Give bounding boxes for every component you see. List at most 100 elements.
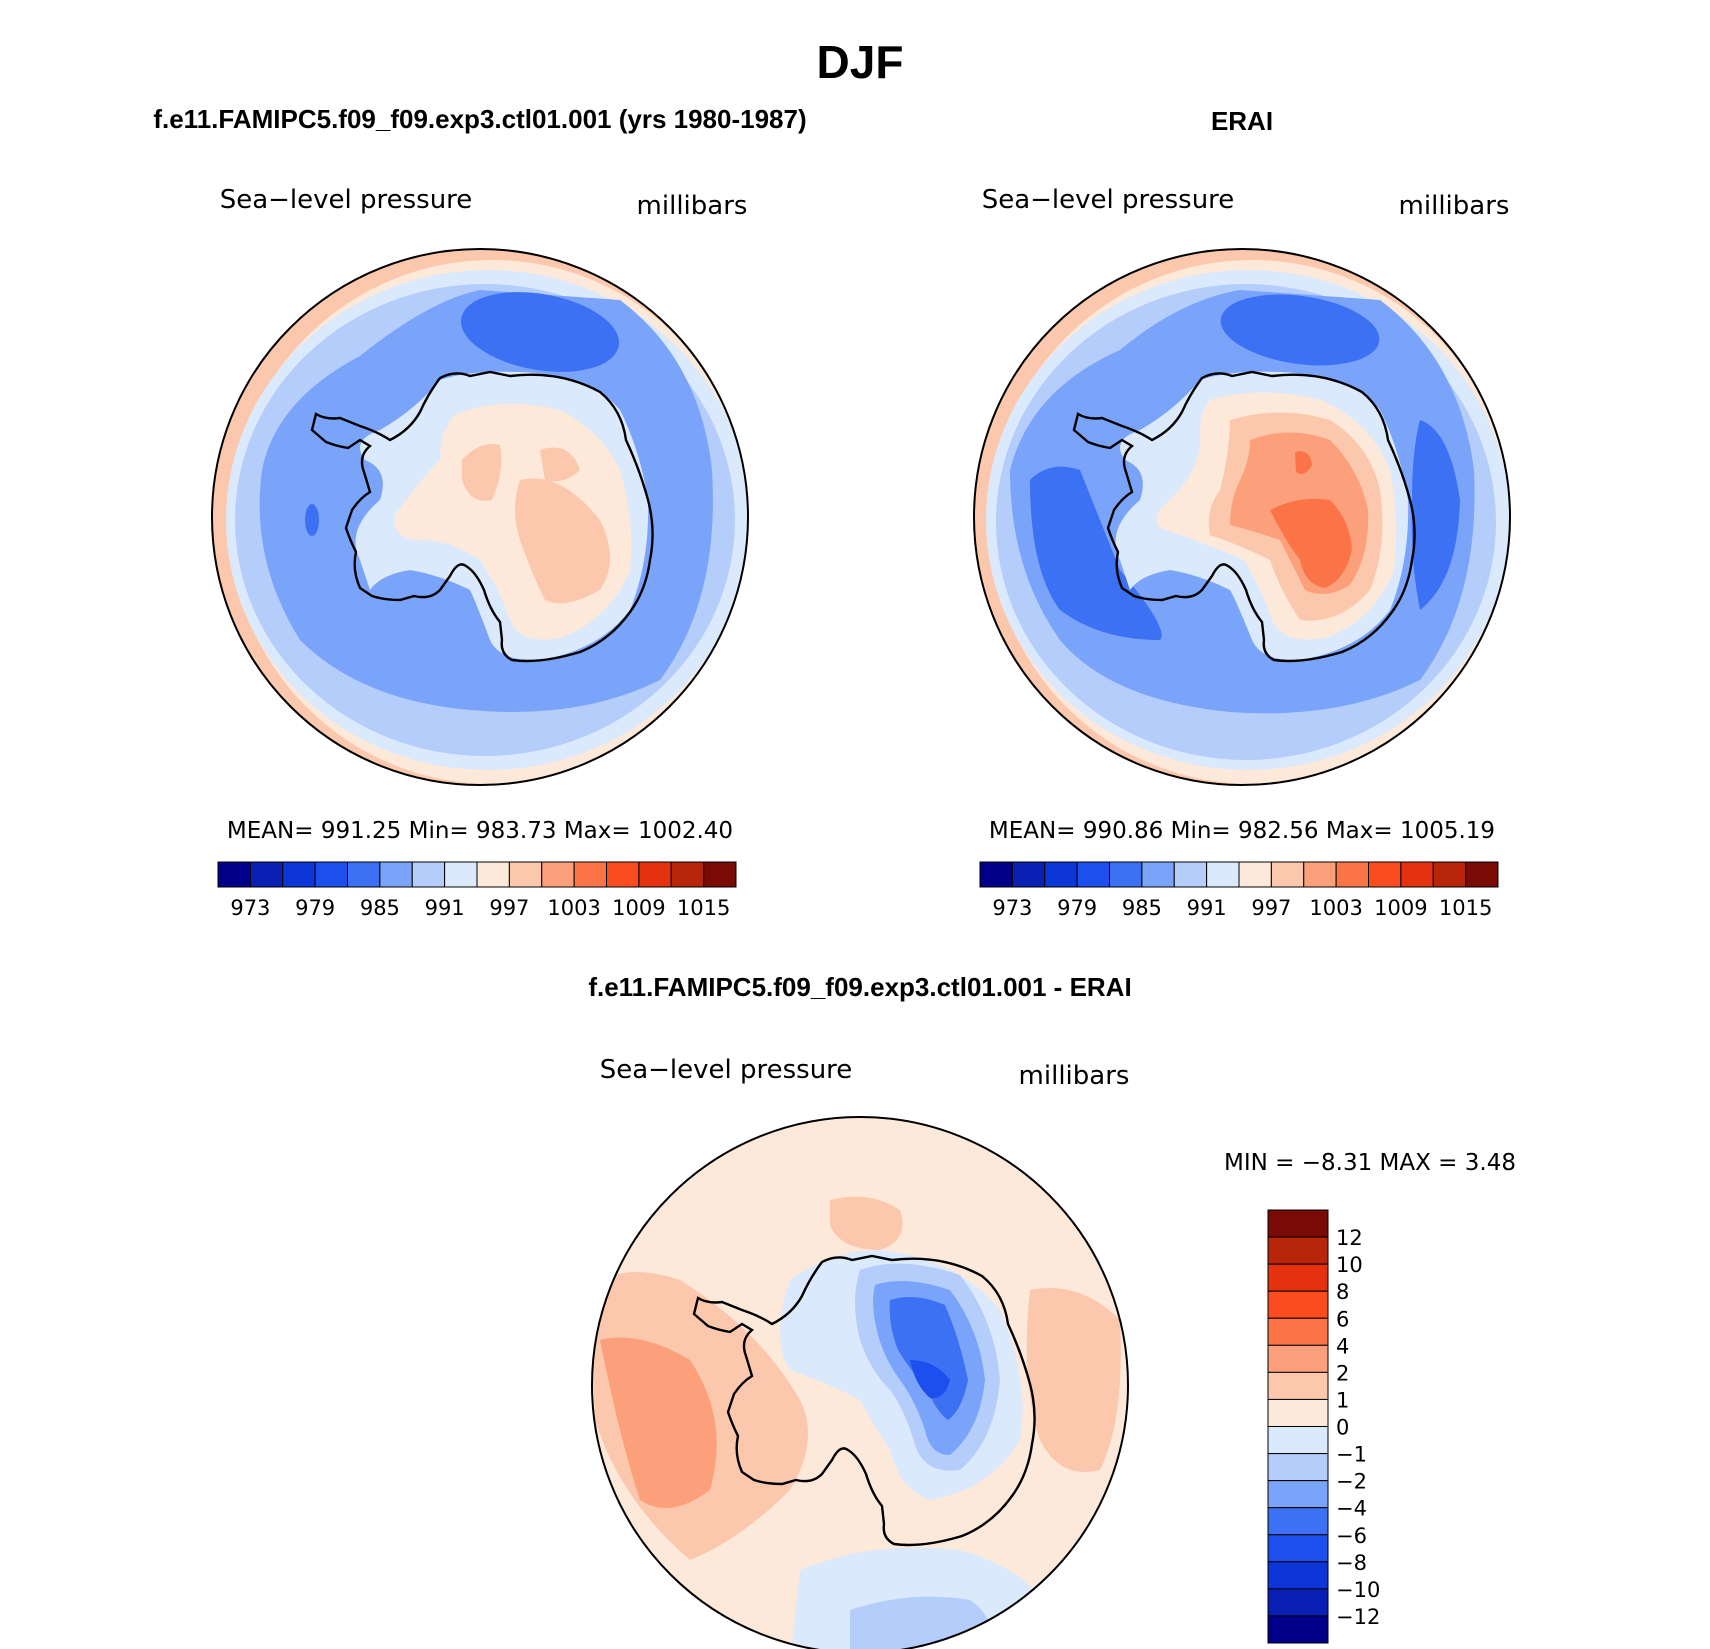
low-pressure-center [1220, 294, 1380, 366]
colorbar-tick-label: 1015 [1439, 896, 1492, 920]
antarctica-fill-1006b [1295, 451, 1312, 474]
map-boundary [211, 248, 749, 786]
colorbar-swatch [979, 861, 1013, 888]
colorbar-tick-label: 1 [1336, 1388, 1349, 1412]
colorbar-swatch [1368, 861, 1402, 888]
variable-label: Sea−level pressure [220, 185, 473, 215]
contour-fill-1-2-east [1026, 1288, 1121, 1472]
colorbar-swatch [1267, 1398, 1329, 1427]
colorbar-swatch [1270, 861, 1305, 888]
colorbar-tick-label: 10 [1336, 1253, 1363, 1277]
colorbar: 973 979 985 991 997 1003 1009 1015 [217, 861, 737, 920]
colorbar-swatch [444, 861, 478, 888]
colorbar-swatch [282, 861, 316, 888]
polar-map [212, 249, 748, 785]
colorbar-swatch [1267, 1236, 1329, 1265]
colorbar-tick-label: 1009 [612, 896, 665, 920]
colorbar-swatch [249, 861, 284, 888]
colorbar-tick-label: 8 [1336, 1280, 1349, 1304]
colorbar-swatch [1141, 861, 1175, 888]
low-pressure-east [1411, 420, 1460, 610]
panel-reanalysis: ERAI Sea−level pressure millibars MEAN= … [973, 106, 1511, 920]
antarctica-fill-1006a [1270, 498, 1352, 588]
colorbar-swatch [411, 861, 446, 888]
stats-line: MIN = −8.31 MAX = 3.48 [1224, 1150, 1516, 1176]
colorbar-tick-label: −8 [1336, 1551, 1367, 1575]
colorbar-tick-label: 997 [1251, 896, 1291, 920]
colorbar-tick-label: −6 [1336, 1524, 1367, 1548]
variable-label: Sea−level pressure [982, 185, 1235, 215]
colorbar-tick-label: 1009 [1374, 896, 1427, 920]
colorbar-swatch [347, 861, 381, 888]
colorbar-swatch [1267, 1263, 1329, 1292]
colorbar-tick-label: 979 [1057, 896, 1097, 920]
low-pressure-spot [305, 504, 319, 536]
antarctica-fill-1000b [515, 478, 610, 604]
stats-line: MEAN= 991.25 Min= 983.73 Max= 1002.40 [227, 818, 733, 844]
colorbar-tick-label: 991 [425, 896, 465, 920]
colorbar-tick-label: 1003 [547, 896, 600, 920]
colorbar-swatch [1267, 1290, 1329, 1319]
colorbar-swatch [1206, 861, 1240, 888]
panel-difference: f.e11.FAMIPC5.f09_f09.exp3.ctl01.001 - E… [588, 972, 1516, 1649]
antarctica-fill-1000a [462, 444, 502, 501]
colorbar-tick-label: 6 [1336, 1307, 1349, 1331]
units-label: millibars [1399, 191, 1510, 221]
colorbar-swatch [1267, 1317, 1329, 1346]
colorbar-swatch [1267, 1588, 1329, 1617]
antarctica-fill-neg8 [910, 1360, 950, 1399]
colorbar-swatch [1044, 861, 1078, 888]
colorbar-swatch [670, 861, 705, 888]
colorbar-swatch [1303, 861, 1337, 888]
colorbar-swatch [1267, 1453, 1329, 1482]
colorbar-swatch [476, 861, 510, 888]
colorbar-swatch [703, 861, 737, 888]
contour-fill-2-4-west [600, 1337, 717, 1508]
antarctica-coastline [310, 370, 654, 663]
colorbar-tick-label: 991 [1187, 896, 1227, 920]
colorbar-tick-label: 2 [1336, 1361, 1349, 1385]
colorbar-tick-label: 997 [489, 896, 529, 920]
colorbar-swatch [1109, 861, 1143, 888]
colorbar-swatch [1465, 861, 1499, 888]
figure-title: DJF [817, 36, 904, 88]
colorbar-tick-label: 985 [1122, 896, 1162, 920]
stats-line: MEAN= 990.86 Min= 982.56 Max= 1005.19 [989, 818, 1495, 844]
colorbar-swatch [1076, 861, 1110, 888]
colorbar-tick-label: −4 [1336, 1497, 1367, 1521]
colorbar-tick-label: 12 [1336, 1226, 1363, 1250]
colorbar-swatch [1267, 1426, 1329, 1455]
low-pressure-west [1030, 466, 1162, 640]
antarctica-fill-neg6 [889, 1296, 968, 1420]
colorbar-swatch [1267, 1344, 1329, 1373]
colorbar-swatch [379, 861, 413, 888]
units-label: millibars [1019, 1061, 1130, 1091]
map-boundary [591, 1116, 1129, 1649]
antarctica-coastline [692, 1254, 1036, 1547]
map-boundary [973, 248, 1511, 786]
colorbar-swatch [541, 861, 575, 888]
colorbar-swatch [1267, 1480, 1329, 1509]
colorbar-swatch [1267, 1209, 1329, 1238]
colorbar-swatch [1267, 1507, 1329, 1536]
colorbar-tick-label: 4 [1336, 1334, 1349, 1358]
polar-map [592, 1117, 1128, 1649]
colorbar-swatch [508, 861, 543, 888]
colorbar-swatch [573, 861, 607, 888]
colorbar-swatch [217, 861, 251, 888]
colorbar-tick-label: −1 [1336, 1443, 1367, 1467]
colorbar-swatch [606, 861, 640, 888]
colorbar-swatch [1011, 861, 1046, 888]
units-label: millibars [637, 191, 748, 221]
colorbar: 973 979 985 991 997 1003 1009 1015 [979, 861, 1499, 920]
colorbar-tick-label: −2 [1336, 1470, 1367, 1494]
colorbar-tick-label: −10 [1336, 1578, 1380, 1602]
colorbar-tick-label: 1003 [1309, 896, 1362, 920]
colorbar-swatch [1400, 861, 1434, 888]
contour-fill-1-2-north [830, 1196, 903, 1250]
colorbar-tick-label: 973 [992, 896, 1032, 920]
low-pressure-center [460, 292, 620, 372]
polar-map [974, 249, 1510, 785]
colorbar-swatch [1267, 1534, 1329, 1563]
